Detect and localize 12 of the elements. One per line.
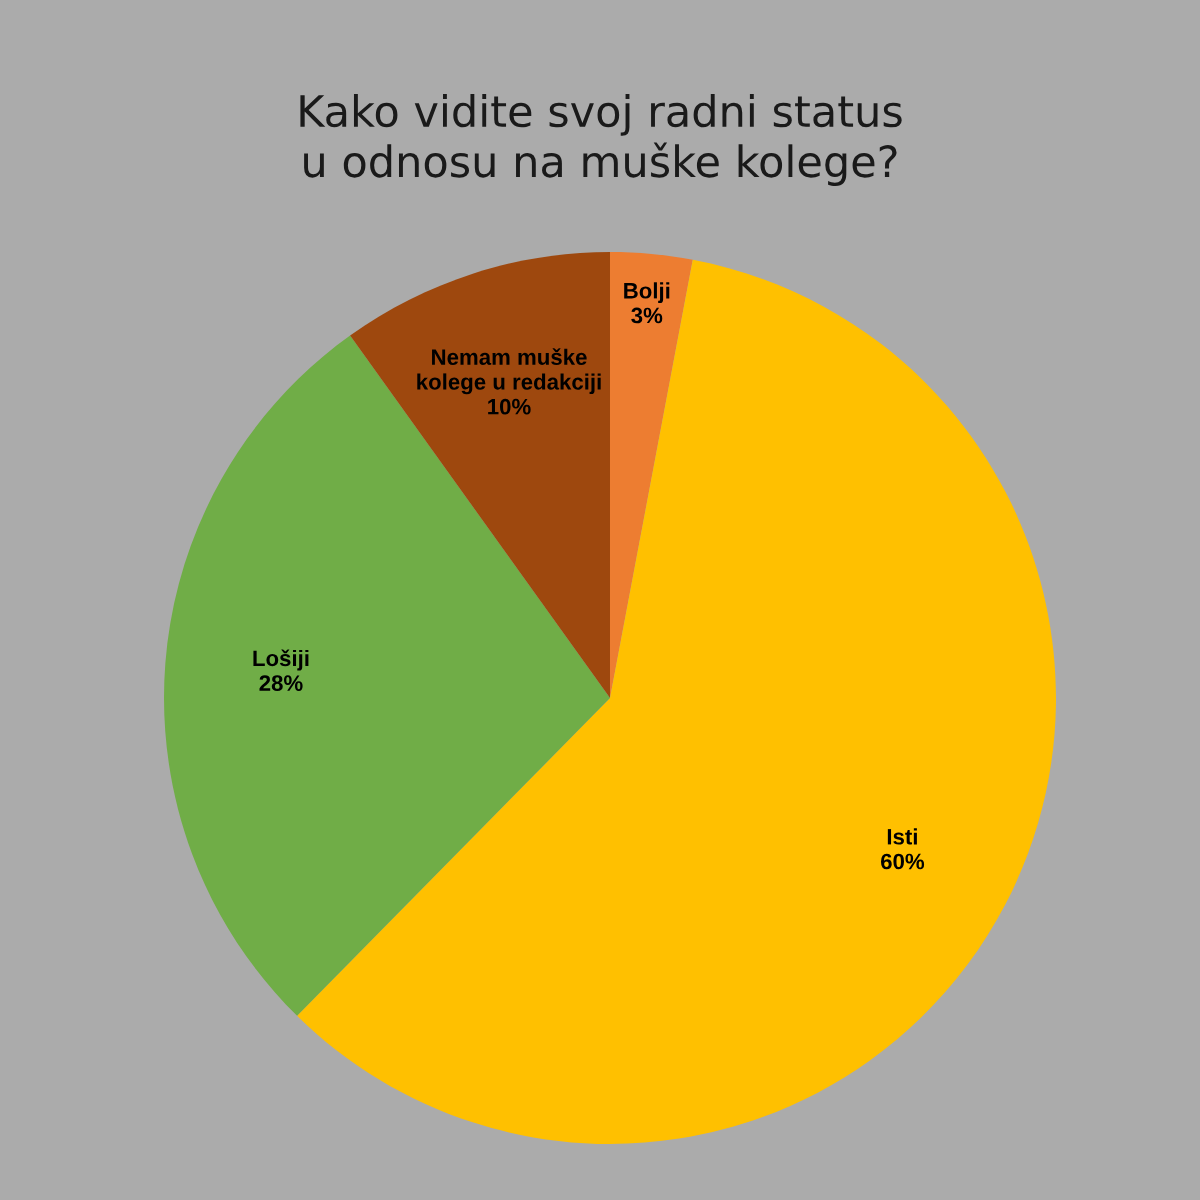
slice-label: Bolji [624,282,670,303]
chart-title: Kako vidite svoj radni status u odnosu na muške kolege? [300,94,902,186]
pie-slice [610,252,693,698]
slice-label: Nemam muške kolege u redakciji [417,348,601,395]
pie-slice [164,335,610,1016]
pie-slice [350,252,610,698]
data-label: 3% [631,307,663,324]
slice-label: Isti [887,828,917,845]
data-label: 28% [259,675,303,691]
data-label: 10% [488,398,531,415]
slice-label: Lošiji [253,649,309,671]
data-label: 60% [880,853,925,870]
